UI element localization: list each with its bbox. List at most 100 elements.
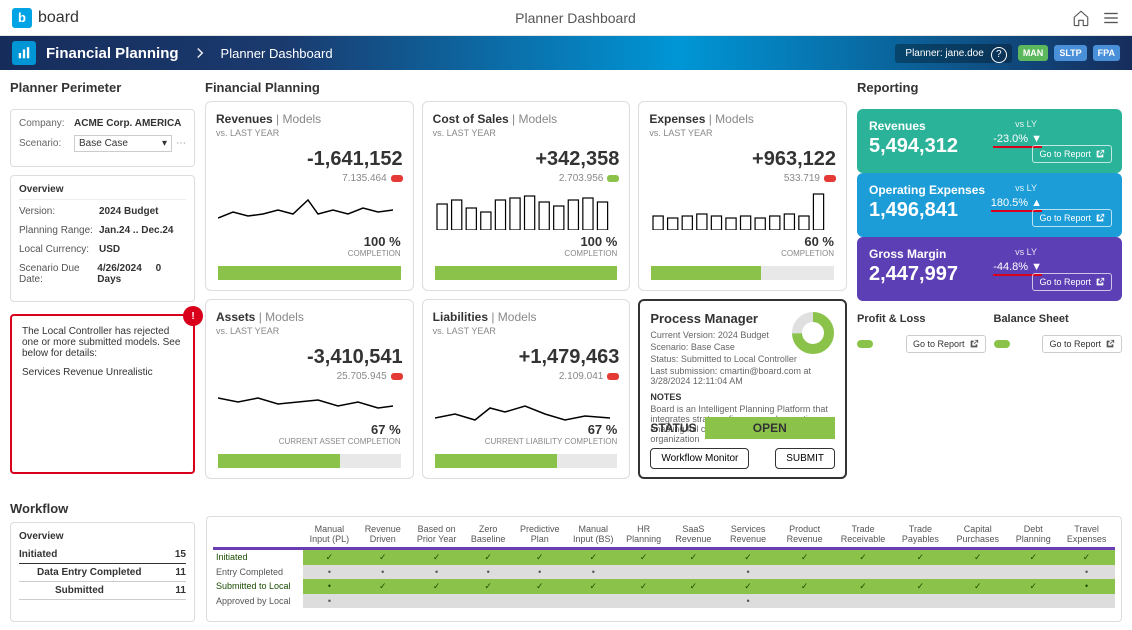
matrix-cell: ✓ xyxy=(947,548,1008,565)
report-card-2: Gross Margin 2,447,997 vs LY -44.8% ▼ Go… xyxy=(857,237,1122,301)
tag-man[interactable]: MAN xyxy=(1018,45,1049,61)
goto-report-button[interactable]: Go to Report xyxy=(1032,209,1112,227)
matrix-cell: ✓ xyxy=(833,548,894,565)
matrix-row-label: Submitted to Local xyxy=(213,579,303,594)
matrix-header: Trade Receivable xyxy=(833,523,894,548)
scenario-select[interactable]: Base Case ▾ xyxy=(74,135,172,152)
matrix-header: HR Planning xyxy=(620,523,667,548)
bs-goto-button[interactable]: Go to Report xyxy=(1042,335,1122,353)
rc-vs: vs LY xyxy=(1015,183,1037,193)
card-vs: vs. LAST YEAR xyxy=(433,326,620,336)
page-title: Planner Dashboard xyxy=(79,10,1072,26)
matrix-header: Capital Purchases xyxy=(947,523,1008,548)
ov-value: 2024 Budget xyxy=(99,206,158,217)
matrix-cell xyxy=(513,594,567,608)
chevron-right-icon xyxy=(195,47,205,59)
pm-line: Last submission: cmartin@board.com at 3/… xyxy=(650,366,835,386)
matrix-cell: • xyxy=(719,594,776,608)
completion-label: COMPLETION xyxy=(348,249,401,258)
progress-bar xyxy=(218,454,401,468)
matrix-cell xyxy=(356,594,410,608)
report-card-0: Revenues 5,494,312 vs LY -23.0% ▼ Go to … xyxy=(857,109,1122,173)
workflow-row[interactable]: Initiated15 xyxy=(19,546,186,564)
completion-pct: 100 % xyxy=(564,234,617,249)
bs-title: Balance Sheet xyxy=(994,313,1123,325)
matrix-cell: ✓ xyxy=(303,548,356,565)
tag-sltp[interactable]: SLTP xyxy=(1054,45,1086,61)
card-assets: Assets | Models vs. LAST YEAR -3,410,541… xyxy=(205,299,414,479)
submit-button[interactable]: SUBMIT xyxy=(775,448,835,469)
completion-label: CURRENT ASSET COMPLETION xyxy=(279,437,401,446)
matrix-header: Revenue Driven xyxy=(356,523,410,548)
breadcrumb-page[interactable]: Planner Dashboard xyxy=(221,46,333,61)
matrix-cell xyxy=(1058,594,1115,608)
progress-bar xyxy=(435,454,618,468)
matrix-cell: ✓ xyxy=(667,579,719,594)
home-icon[interactable] xyxy=(1072,9,1090,27)
card-prev: 25.705.945 xyxy=(216,371,403,382)
card-revenues: Revenues | Models vs. LAST YEAR -1,641,1… xyxy=(205,101,414,291)
matrix-cell: ✓ xyxy=(667,548,719,565)
menu-icon[interactable] xyxy=(1102,9,1120,27)
workflow-monitor-button[interactable]: Workflow Monitor xyxy=(650,448,749,469)
matrix-cell: ✓ xyxy=(719,548,776,565)
workflow-row[interactable]: Data Entry Completed11 xyxy=(19,564,186,582)
matrix-cell: ✓ xyxy=(894,579,948,594)
matrix-header: Predictive Plan xyxy=(513,523,567,548)
overview-title: Overview xyxy=(19,184,186,200)
matrix-cell: ✓ xyxy=(410,579,464,594)
ov-value: 4/26/2024 0 Days xyxy=(97,263,186,285)
matrix-cell xyxy=(894,565,948,579)
pl-goto-button[interactable]: Go to Report xyxy=(906,335,986,353)
process-manager-card: Process Manager Current Version: 2024 Bu… xyxy=(638,299,847,479)
matrix-cell: • xyxy=(1058,579,1115,594)
reporting-title: Reporting xyxy=(857,80,1122,95)
card-expenses: Expenses | Models vs. LAST YEAR +963,122… xyxy=(638,101,847,291)
workflow-row[interactable]: Submitted11 xyxy=(19,582,186,600)
pm-status-value: OPEN xyxy=(705,417,835,439)
card-vs: vs. LAST YEAR xyxy=(216,326,403,336)
card-title: Cost of Sales xyxy=(433,112,509,126)
workflow-box: Overview Initiated15Data Entry Completed… xyxy=(10,522,195,622)
pm-notes-label: NOTES xyxy=(650,392,835,402)
matrix-cell: ✓ xyxy=(719,579,776,594)
matrix-cell: ✓ xyxy=(356,579,410,594)
card-title: Revenues xyxy=(216,112,273,126)
matrix-header: Manual Input (BS) xyxy=(567,523,620,548)
user-label: Planner: jane.doe xyxy=(905,48,983,59)
section-title[interactable]: Financial Planning xyxy=(46,45,179,62)
goto-report-button[interactable]: Go to Report xyxy=(1032,273,1112,291)
matrix-cell: ✓ xyxy=(464,548,513,565)
card-prev: 7.135.464 xyxy=(216,173,403,184)
matrix-cell: • xyxy=(1058,565,1115,579)
more-icon[interactable]: ⋯ xyxy=(176,138,186,149)
scenario-label: Scenario: xyxy=(19,138,74,149)
alert-detail: Services Revenue Unrealistic xyxy=(22,367,183,378)
chevron-down-icon: ▾ xyxy=(162,138,167,149)
matrix-cell: ✓ xyxy=(464,579,513,594)
matrix-cell: • xyxy=(303,594,356,608)
logo[interactable]: b board xyxy=(12,8,79,28)
matrix-cell: ✓ xyxy=(894,548,948,565)
matrix-cell xyxy=(620,565,667,579)
matrix-cell xyxy=(833,594,894,608)
matrix-header: Based on Prior Year xyxy=(410,523,464,548)
goto-report-button[interactable]: Go to Report xyxy=(1032,145,1112,163)
matrix-cell xyxy=(667,594,719,608)
fp-title: Financial Planning xyxy=(205,80,847,95)
header-band: Financial Planning Planner Dashboard Pla… xyxy=(0,36,1132,70)
matrix-header: Travel Expenses xyxy=(1058,523,1115,548)
pl-section: Profit & Loss Go to Report xyxy=(857,313,986,353)
matrix-cell: ✓ xyxy=(1008,579,1058,594)
alert-icon: ! xyxy=(183,306,203,326)
card-value: +342,358 xyxy=(433,148,620,171)
matrix-cell: ✓ xyxy=(567,579,620,594)
user-chip[interactable]: Planner: jane.doe ? xyxy=(895,44,1011,63)
card-value: +963,122 xyxy=(649,148,836,171)
rc-title: Gross Margin xyxy=(869,247,1110,261)
ov-value: Jan.24 .. Dec.24 xyxy=(99,225,174,236)
matrix-cell xyxy=(410,594,464,608)
help-icon[interactable]: ? xyxy=(991,47,1007,63)
tag-fpa[interactable]: FPA xyxy=(1093,45,1120,61)
scenario-value: Base Case xyxy=(79,138,128,149)
